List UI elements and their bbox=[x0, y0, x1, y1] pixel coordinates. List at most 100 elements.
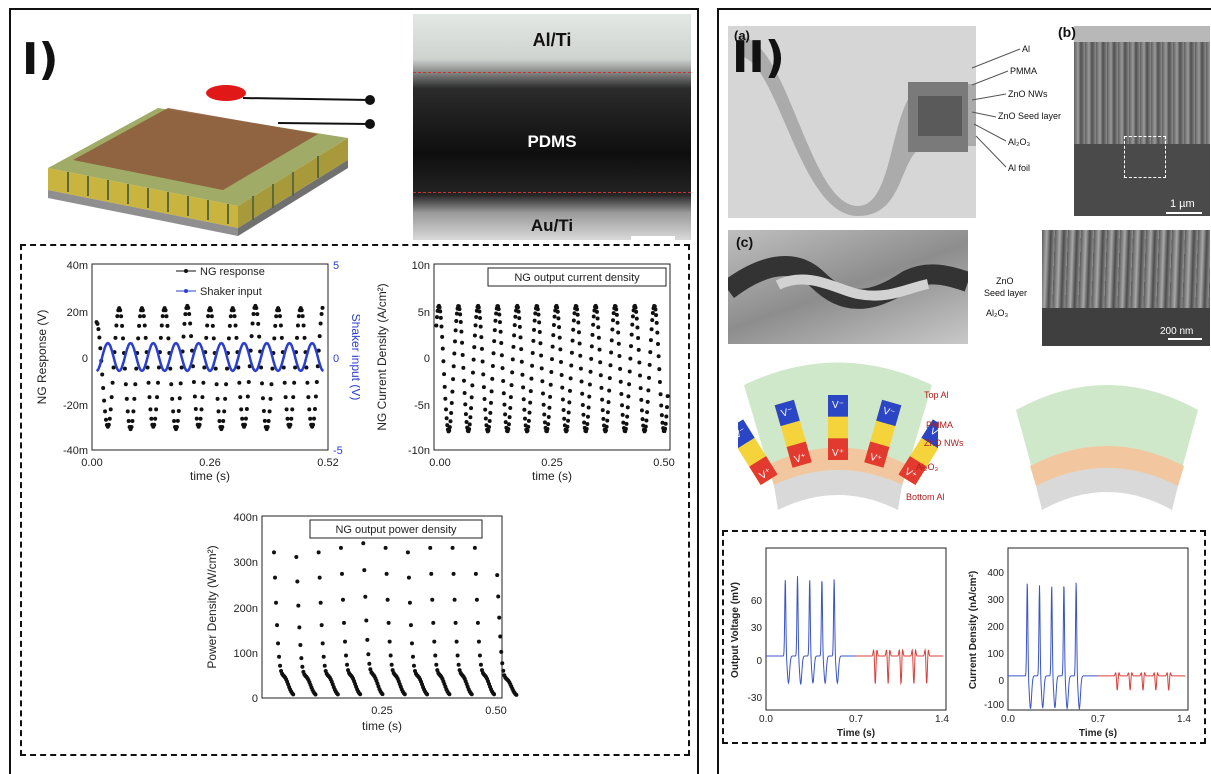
y-tick: 0 bbox=[756, 656, 762, 667]
current-point bbox=[463, 402, 468, 407]
ng-response-point bbox=[273, 323, 278, 328]
current-point bbox=[467, 422, 472, 427]
y-tick: 100 bbox=[987, 649, 1004, 660]
ng-response-point bbox=[306, 395, 311, 400]
ng-response-point bbox=[279, 335, 284, 340]
ng-response-point bbox=[107, 416, 112, 421]
current-point bbox=[512, 323, 517, 328]
dipole-bar-top bbox=[828, 395, 848, 417]
power-point bbox=[501, 668, 506, 673]
current-point bbox=[488, 400, 493, 405]
dipole-bar-bottom bbox=[786, 441, 812, 468]
layer-label: ZnO Seed layer bbox=[998, 111, 1062, 121]
current-point bbox=[443, 407, 448, 412]
power-point bbox=[388, 653, 393, 658]
dipole-bar-bottom bbox=[749, 456, 778, 486]
current-point bbox=[439, 324, 444, 329]
current-point bbox=[508, 405, 513, 410]
current-point bbox=[512, 333, 517, 338]
x-tick: 1.4 bbox=[1177, 714, 1191, 725]
current-point bbox=[571, 318, 576, 323]
current-point bbox=[477, 309, 482, 314]
current-point bbox=[609, 350, 614, 355]
sem-c-label: ZnO bbox=[996, 276, 1014, 286]
x-axis-title: Time (s) bbox=[1079, 728, 1117, 739]
current-point bbox=[469, 395, 474, 400]
power-point bbox=[272, 550, 276, 555]
y-axis-title: Current Density (nA/cm²) bbox=[968, 571, 979, 689]
ng-response-point bbox=[255, 312, 260, 317]
current-point bbox=[478, 324, 483, 329]
y-tick: 60 bbox=[751, 596, 763, 607]
ng-response-point bbox=[274, 314, 279, 319]
current-point bbox=[571, 327, 576, 332]
dipole-bottom-sign: V⁺ bbox=[793, 452, 808, 466]
ng-response-point bbox=[239, 407, 244, 412]
power-point bbox=[456, 662, 461, 667]
ng-response-point bbox=[142, 323, 147, 328]
y-tick: 5n bbox=[418, 307, 430, 319]
ng-response-point bbox=[193, 407, 198, 412]
current-point bbox=[653, 307, 658, 312]
power-point bbox=[297, 625, 302, 630]
ng-response-point bbox=[171, 409, 176, 414]
current-point bbox=[558, 360, 563, 365]
current-point bbox=[575, 307, 580, 312]
current-point bbox=[630, 322, 635, 327]
power-point bbox=[434, 662, 439, 667]
ng-response-point bbox=[186, 305, 191, 310]
dipole-bar: V⁻ V⁺ bbox=[864, 399, 902, 468]
current-point bbox=[550, 344, 555, 349]
power-point bbox=[277, 654, 282, 659]
ng-response-point bbox=[222, 409, 227, 414]
current-point bbox=[481, 372, 486, 377]
power-point bbox=[294, 554, 299, 559]
current-point bbox=[471, 357, 476, 362]
current-point bbox=[600, 408, 605, 413]
current-point bbox=[600, 397, 605, 402]
power-point bbox=[514, 692, 519, 697]
ng-response-point bbox=[240, 416, 245, 421]
power-point bbox=[500, 661, 505, 666]
current-point bbox=[608, 363, 613, 368]
current-point bbox=[637, 360, 642, 365]
ng-response-point bbox=[188, 321, 193, 326]
zoom-box bbox=[1124, 136, 1166, 178]
current-point bbox=[539, 353, 544, 358]
current-point bbox=[614, 307, 619, 312]
ng-response-point bbox=[101, 385, 106, 390]
power-point bbox=[367, 661, 372, 666]
current-point bbox=[606, 400, 611, 405]
power-point bbox=[300, 664, 305, 669]
current-point bbox=[490, 376, 495, 381]
power-point bbox=[295, 579, 300, 584]
ng-response-point bbox=[301, 323, 306, 328]
current-point bbox=[470, 370, 475, 375]
ng-response-point bbox=[226, 336, 231, 341]
current-point bbox=[540, 379, 545, 384]
ng-response-point bbox=[183, 312, 188, 317]
current-point bbox=[460, 340, 465, 345]
ng-response-point bbox=[159, 323, 164, 328]
current-point bbox=[481, 385, 486, 390]
current-point bbox=[537, 330, 542, 335]
dipole-bar: V⁻ V⁺ bbox=[738, 419, 778, 486]
chart-title: NG output power density bbox=[335, 524, 457, 536]
current-point bbox=[560, 397, 565, 402]
power-point bbox=[473, 571, 478, 576]
x-tick: 0.50 bbox=[653, 457, 674, 469]
power-point bbox=[274, 600, 279, 605]
x-tick: 0.26 bbox=[199, 457, 220, 469]
current-point bbox=[567, 388, 572, 393]
panel-I-label: I) bbox=[22, 34, 59, 85]
scale-bar bbox=[631, 236, 675, 240]
y-tick: 200 bbox=[987, 622, 1004, 633]
power-point bbox=[343, 639, 348, 644]
layer-label: Al₂O₃ bbox=[1008, 137, 1031, 147]
current-point bbox=[479, 335, 484, 340]
current-point bbox=[454, 318, 459, 323]
current-point bbox=[545, 426, 550, 431]
ng-response-point bbox=[113, 335, 118, 340]
current-point bbox=[535, 307, 540, 312]
ng-response-point bbox=[319, 311, 324, 316]
